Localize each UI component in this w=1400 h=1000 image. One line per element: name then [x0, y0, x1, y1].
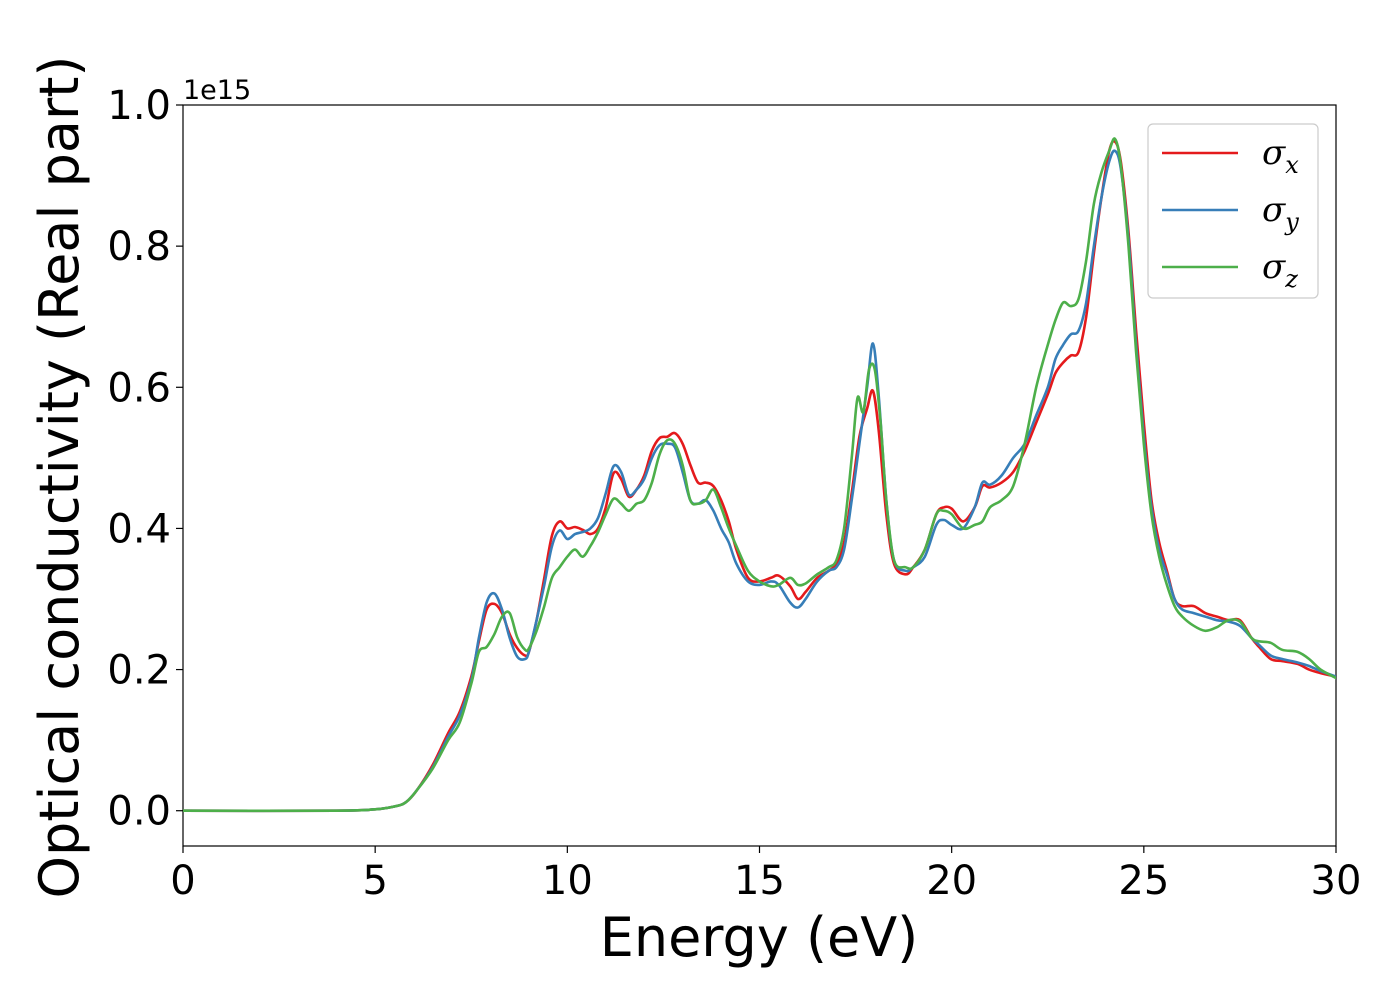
y-tick-label: 1.0 [107, 83, 171, 129]
plot-area: 0 5 10 15 20 25 30 0.0 0.2 0.4 0.6 0.8 1.0 [107, 83, 1361, 904]
x-tick-label: 25 [1118, 858, 1169, 904]
y-axis-offset-label: 1e15 [183, 75, 251, 106]
x-axis-title: Energy (eV) [600, 906, 919, 969]
series-line-z [183, 137, 1336, 813]
x-tick-label: 10 [542, 858, 593, 904]
x-tick-label: 15 [734, 858, 785, 904]
series-group [183, 137, 1336, 813]
y-tick-label: 0.8 [107, 224, 171, 270]
y-tick-label: 0.6 [107, 365, 171, 411]
x-tick-label: 20 [926, 858, 977, 904]
x-tick-label: 5 [362, 858, 387, 904]
x-tick-label: 0 [170, 858, 195, 904]
x-tick-label: 30 [1311, 858, 1362, 904]
y-tick-label: 0.0 [107, 789, 171, 835]
y-axis-ticks: 0.0 0.2 0.4 0.6 0.8 1.0 [107, 83, 183, 835]
x-axis-ticks: 0 5 10 15 20 25 30 [170, 846, 1361, 904]
y-tick-label: 0.2 [107, 648, 171, 694]
y-axis-title: Optical conductivity (Real part) [28, 56, 91, 899]
y-tick-label: 0.4 [107, 506, 171, 552]
